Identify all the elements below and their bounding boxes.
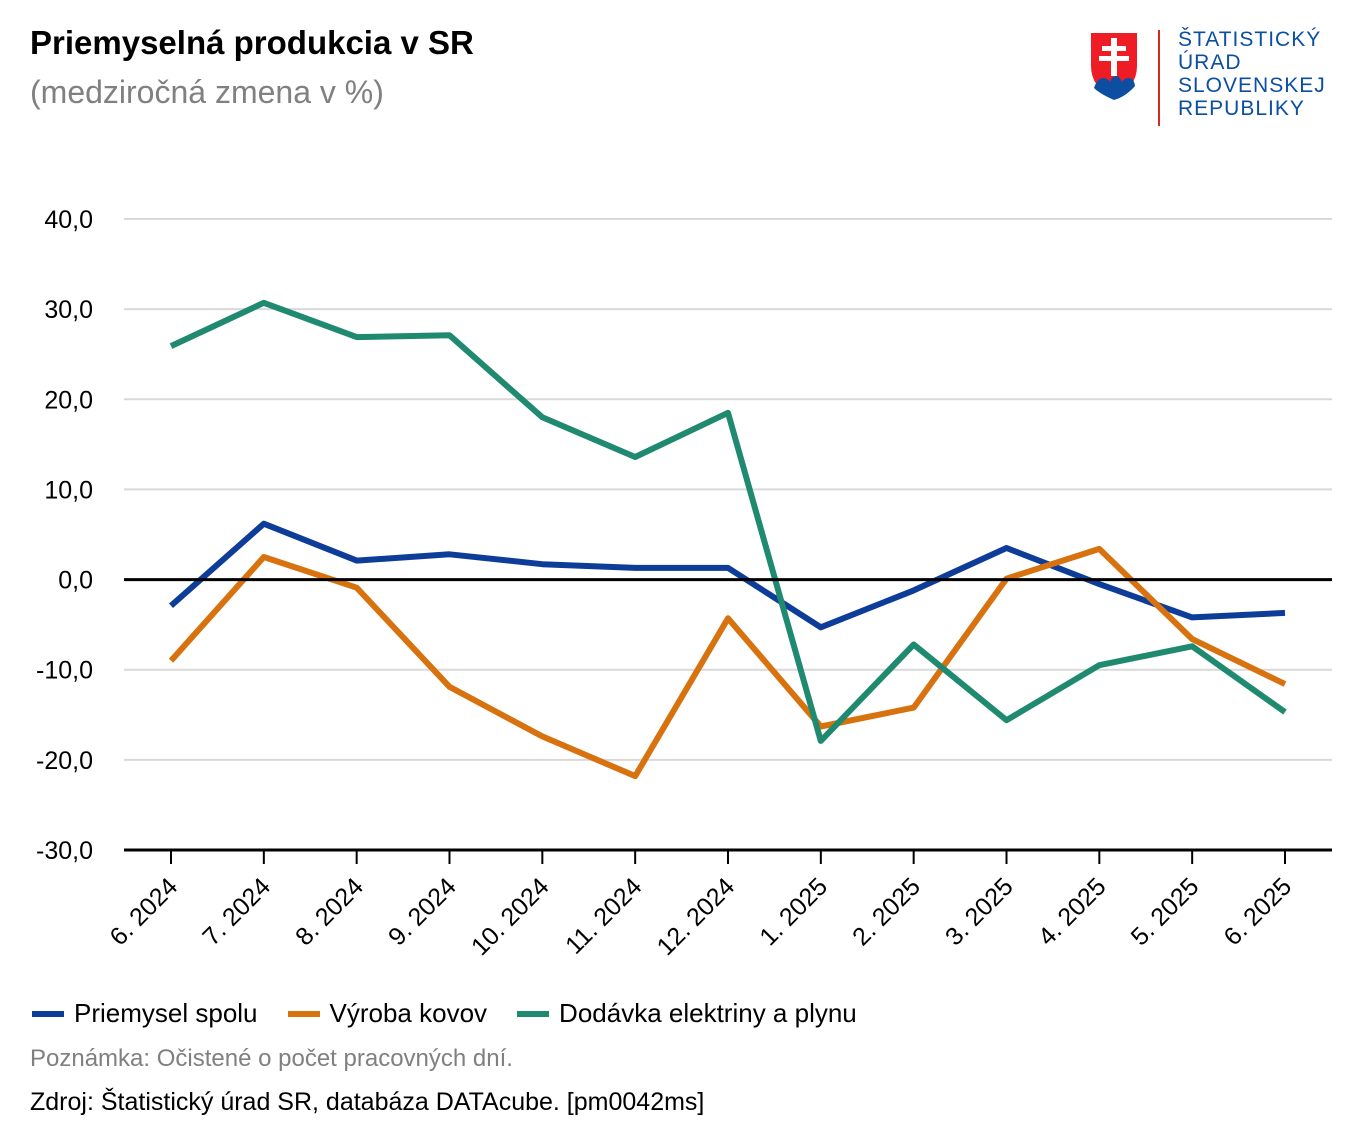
logo-line: REPUBLIKY <box>1178 97 1305 120</box>
legend-item-kovy: Výroba kovov <box>287 998 488 1029</box>
x-tick-label: 4. 2025 <box>1033 872 1112 951</box>
logo-line: ÚRAD <box>1178 51 1242 74</box>
line-chart: 40,0 30,0 20,0 10,0 0,0 -10,0 -20,0 -30,0 6. 202… <box>36 206 1332 961</box>
legend-swatch-kovy <box>287 1010 320 1017</box>
logo-divider <box>1158 30 1160 126</box>
chart-note: Poznámka: Očistené o počet pracovných dn… <box>30 1045 513 1072</box>
y-tick-label: -20,0 <box>36 747 93 775</box>
x-tick-label: 7. 2024 <box>197 872 276 951</box>
x-tick-label: 1. 2025 <box>754 872 833 951</box>
x-tick-label: 10. 2024 <box>466 872 555 961</box>
series-line <box>169 299 1287 744</box>
chart-title: Priemyselná produkcia v SR <box>30 24 474 61</box>
y-tick-label: 30,0 <box>44 296 93 324</box>
x-tick-label: 12. 2024 <box>652 872 741 961</box>
logo-line: SLOVENSKEJ <box>1178 74 1326 97</box>
logo-line: ŠTATISTICKÝ <box>1178 28 1322 51</box>
logo-text: ŠTATISTICKÝ ÚRAD SLOVENSKEJ REPUBLIKY <box>1178 28 1326 120</box>
x-tick-label: 9. 2024 <box>383 872 462 951</box>
legend-item-elektrina: Dodávka elektriny a plynu <box>517 998 857 1029</box>
x-tick-label: 2. 2025 <box>847 872 926 951</box>
statistical-office-logo: ŠTATISTICKÝ ÚRAD SLOVENSKEJ REPUBLIKY <box>1088 28 1338 128</box>
y-tick-label: -30,0 <box>36 837 93 865</box>
chart-legend: Priemysel spolu Výroba kovov Dodávka ele… <box>32 998 887 1029</box>
y-tick-label: 0,0 <box>58 567 93 595</box>
x-tick-label: 11. 2024 <box>560 872 647 959</box>
legend-label: Výroba kovov <box>329 998 488 1028</box>
x-tick-label: 6. 2025 <box>1218 872 1297 951</box>
legend-swatch-elektrina <box>517 1010 550 1017</box>
y-tick-label: 10,0 <box>44 476 93 504</box>
x-tick-label: 5. 2025 <box>1126 872 1205 951</box>
y-tick-label: 20,0 <box>44 386 93 414</box>
x-tick-label: 3. 2025 <box>940 872 1019 951</box>
series-line <box>168 545 1287 780</box>
chart-subtitle: (medziročná zmena v %) <box>30 74 384 110</box>
legend-label: Priemysel spolu <box>74 998 258 1028</box>
coat-of-arms-icon <box>1089 31 1139 102</box>
legend-label: Dodávka elektriny a plynu <box>559 998 857 1028</box>
y-tick-label: 40,0 <box>44 206 93 234</box>
legend-swatch-priemysel <box>32 1010 64 1017</box>
series-line <box>169 520 1286 631</box>
x-tick-label: 8. 2024 <box>290 872 369 951</box>
chart-source: Zdroj: Štatistický úrad SR, databáza DAT… <box>30 1088 705 1116</box>
legend-item-priemysel: Priemysel spolu <box>32 998 258 1029</box>
y-tick-label: -10,0 <box>36 657 93 685</box>
x-tick-label: 6. 2024 <box>104 872 183 951</box>
